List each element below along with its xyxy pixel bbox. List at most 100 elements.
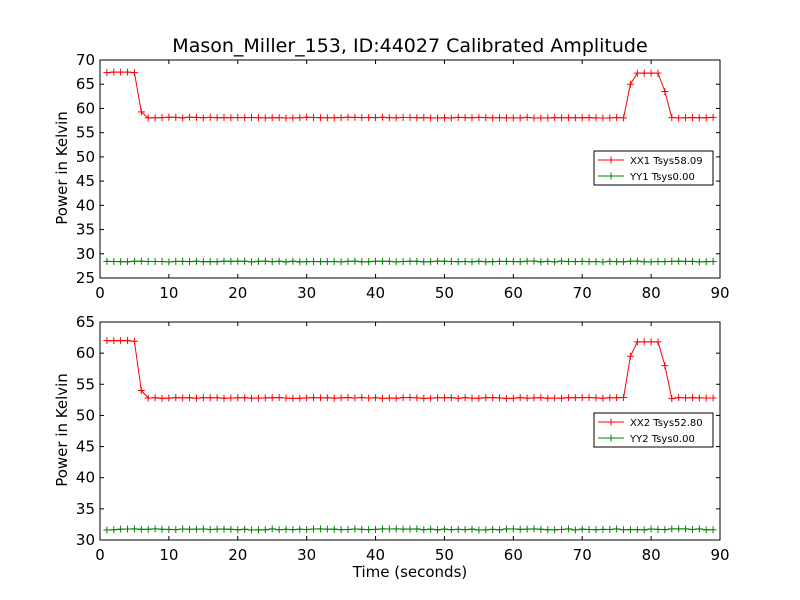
data-point: [447, 394, 455, 402]
series-yy1: [103, 257, 717, 266]
data-point: [241, 114, 249, 122]
data-point: [427, 525, 435, 533]
data-point: [186, 113, 194, 121]
legend-label: XX2 Tsys52.80: [630, 418, 703, 429]
data-point: [585, 114, 593, 122]
data-point: [179, 394, 187, 402]
data-point: [709, 257, 717, 265]
plot-frame: [99, 59, 721, 279]
data-point: [296, 114, 304, 122]
data-point: [351, 113, 359, 121]
data-point: [558, 394, 566, 402]
data-point: [330, 394, 338, 402]
panel-bottom: Power in Kelvin Time (seconds) 0 10 20 30 40…: [53, 313, 730, 581]
data-point: [682, 257, 690, 265]
data-point: [323, 114, 331, 122]
data-point: [592, 394, 600, 402]
data-point: [144, 258, 152, 266]
data-point: [695, 525, 703, 533]
data-point: [192, 257, 200, 265]
data-point: [551, 114, 559, 122]
data-point: [447, 114, 455, 122]
legend-marker: [607, 172, 615, 180]
x-tick-label: 30: [297, 546, 316, 564]
data-point: [330, 525, 338, 533]
data-point: [468, 114, 476, 122]
data-point: [358, 258, 366, 266]
x-tick-label: 40: [366, 284, 385, 302]
data-point: [606, 525, 614, 533]
data-point: [440, 114, 448, 122]
data-point: [399, 114, 407, 122]
y-axis-label-top: Power in Kelvin: [53, 111, 71, 225]
data-point: [626, 526, 634, 534]
x-tick-label: 80: [642, 284, 661, 302]
y-tick-label: 50: [76, 148, 95, 166]
data-point: [475, 113, 483, 121]
data-point: [296, 525, 304, 533]
y-tick-label: 35: [76, 500, 95, 518]
data-point: [688, 394, 696, 402]
data-point: [427, 114, 435, 122]
data-point: [702, 526, 710, 534]
data-point: [468, 394, 476, 402]
legend-marker: [607, 434, 615, 442]
x-tick-label: 20: [228, 546, 247, 564]
data-point: [179, 114, 187, 122]
data-point: [530, 525, 538, 533]
data-point: [592, 114, 600, 122]
data-point: [516, 114, 524, 122]
data-point: [234, 113, 242, 121]
data-point: [447, 526, 455, 534]
data-point: [268, 525, 276, 533]
data-point: [688, 257, 696, 265]
data-point: [489, 258, 497, 266]
data-point: [392, 525, 400, 533]
data-point: [578, 114, 586, 122]
data-point: [399, 258, 407, 266]
data-point: [275, 257, 283, 265]
data-point: [564, 394, 572, 402]
data-point: [213, 525, 221, 533]
data-point: [482, 114, 490, 122]
x-tick-label: 0: [95, 546, 105, 564]
data-point: [268, 394, 276, 402]
data-point: [413, 257, 421, 265]
data-point: [103, 69, 111, 77]
data-point: [296, 258, 304, 266]
data-point: [661, 526, 669, 534]
data-point: [682, 114, 690, 122]
data-point: [220, 394, 228, 402]
data-point: [709, 394, 717, 402]
data-point: [199, 114, 207, 122]
data-point: [558, 257, 566, 265]
data-point: [523, 525, 531, 533]
data-point: [695, 394, 703, 402]
y-tick-label: 35: [76, 221, 95, 239]
data-point: [213, 394, 221, 402]
y-tick-label: 30: [76, 531, 95, 549]
data-point: [406, 113, 414, 121]
data-point: [434, 257, 442, 265]
data-point: [564, 257, 572, 265]
data-point: [289, 526, 297, 534]
data-point: [254, 257, 262, 265]
data-point: [695, 258, 703, 266]
data-point: [606, 394, 614, 402]
data-point: [186, 525, 194, 533]
data-point: [475, 526, 483, 534]
data-point: [303, 394, 311, 402]
data-point: [420, 394, 428, 402]
data-point: [654, 525, 662, 533]
data-point: [661, 87, 669, 95]
y-tick-label: 65: [76, 313, 95, 331]
data-point: [144, 525, 152, 533]
data-point: [165, 113, 173, 121]
data-point: [179, 525, 187, 533]
data-point: [372, 394, 380, 402]
data-point: [420, 526, 428, 534]
data-point: [606, 114, 614, 122]
data-point: [585, 394, 593, 402]
data-point: [434, 526, 442, 534]
data-point: [509, 114, 517, 122]
